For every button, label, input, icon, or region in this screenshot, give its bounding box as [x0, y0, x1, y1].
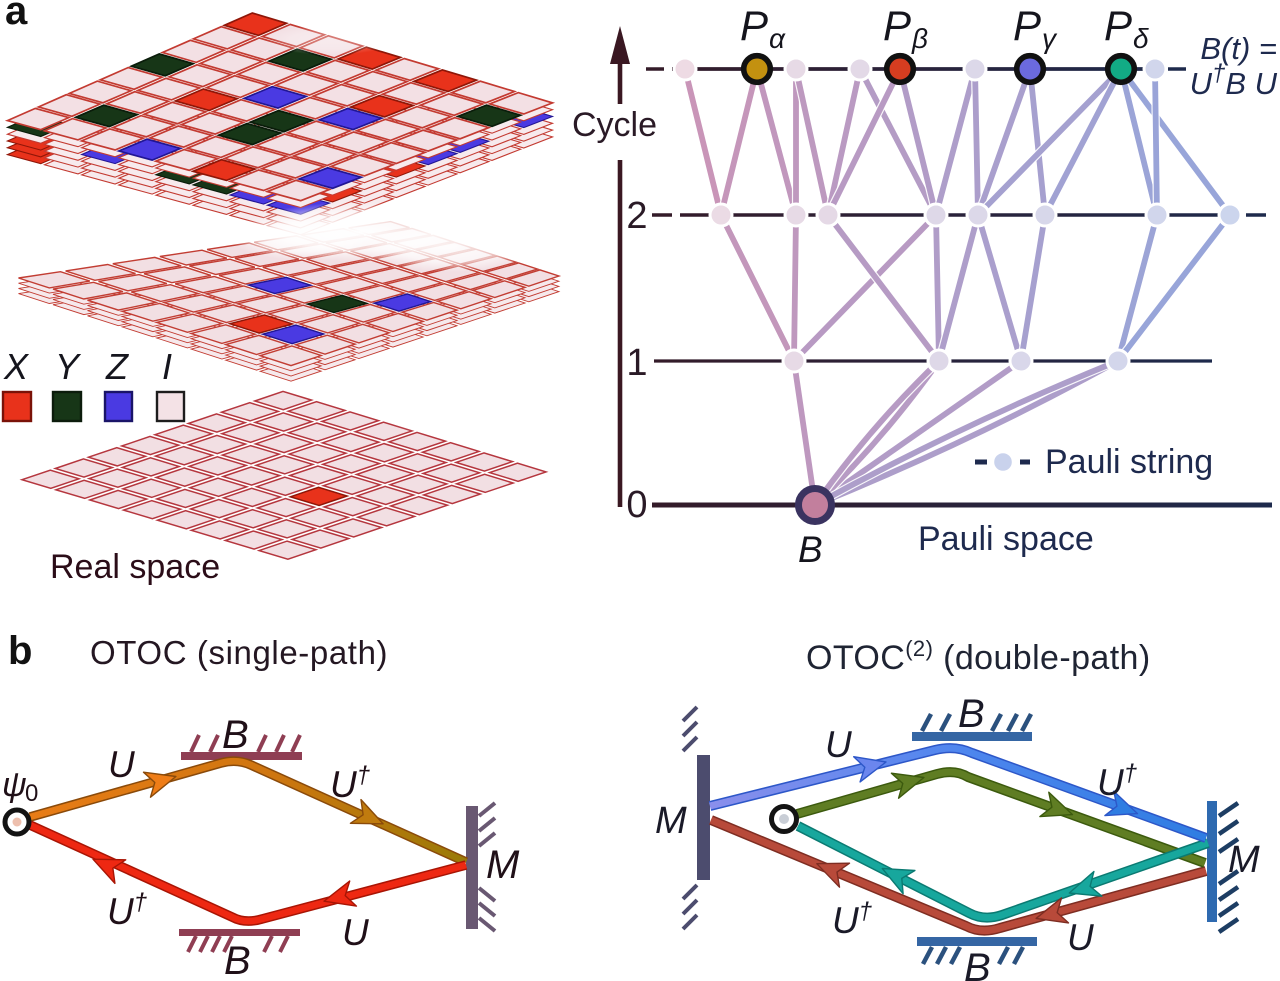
svg-text:I: I	[162, 346, 172, 387]
svg-text:P: P	[1013, 2, 1041, 49]
svg-text:M: M	[655, 800, 687, 842]
svg-text:1: 1	[626, 342, 647, 384]
svg-text:b: b	[8, 629, 32, 673]
svg-text:Real space: Real space	[50, 548, 220, 586]
svg-text:α: α	[769, 23, 786, 54]
svg-text:P: P	[740, 2, 768, 49]
svg-text:B: B	[798, 529, 823, 570]
svg-text:B: B	[222, 713, 249, 757]
svg-text:Pauli space: Pauli space	[918, 520, 1094, 558]
svg-text:P: P	[1104, 2, 1132, 49]
svg-text:0: 0	[25, 780, 38, 807]
svg-text:γ: γ	[1042, 23, 1058, 54]
svg-text:U†: U†	[107, 889, 148, 932]
svg-text:P: P	[883, 2, 911, 49]
svg-text:M: M	[486, 843, 520, 887]
svg-text:Z: Z	[105, 346, 129, 387]
svg-text:U†: U†	[330, 762, 371, 805]
svg-text:M: M	[1228, 839, 1260, 881]
svg-text:B: B	[964, 946, 991, 981]
svg-text:Y: Y	[55, 346, 82, 387]
svg-text:OTOC (single-path): OTOC (single-path)	[90, 634, 388, 671]
svg-text:U†B U: U†B U	[1190, 60, 1278, 101]
svg-text:B(t) =: B(t) =	[1200, 31, 1277, 66]
svg-text:B: B	[224, 939, 251, 981]
svg-text:U: U	[825, 724, 852, 765]
svg-text:X: X	[3, 346, 30, 387]
svg-text:Pauli string: Pauli string	[1045, 443, 1213, 481]
svg-text:U: U	[108, 744, 135, 785]
svg-text:U: U	[342, 912, 369, 953]
svg-text:2: 2	[626, 195, 647, 237]
svg-text:β: β	[911, 23, 928, 54]
svg-text:B: B	[958, 692, 985, 736]
svg-text:a: a	[5, 0, 28, 33]
svg-text:Cycle: Cycle	[572, 106, 657, 144]
svg-text:OTOC(2) (double-path): OTOC(2) (double-path)	[806, 636, 1151, 677]
svg-text:U: U	[1067, 917, 1094, 958]
svg-text:0: 0	[626, 484, 647, 526]
svg-text:δ: δ	[1133, 23, 1149, 54]
svg-text:ψ: ψ	[2, 766, 27, 804]
